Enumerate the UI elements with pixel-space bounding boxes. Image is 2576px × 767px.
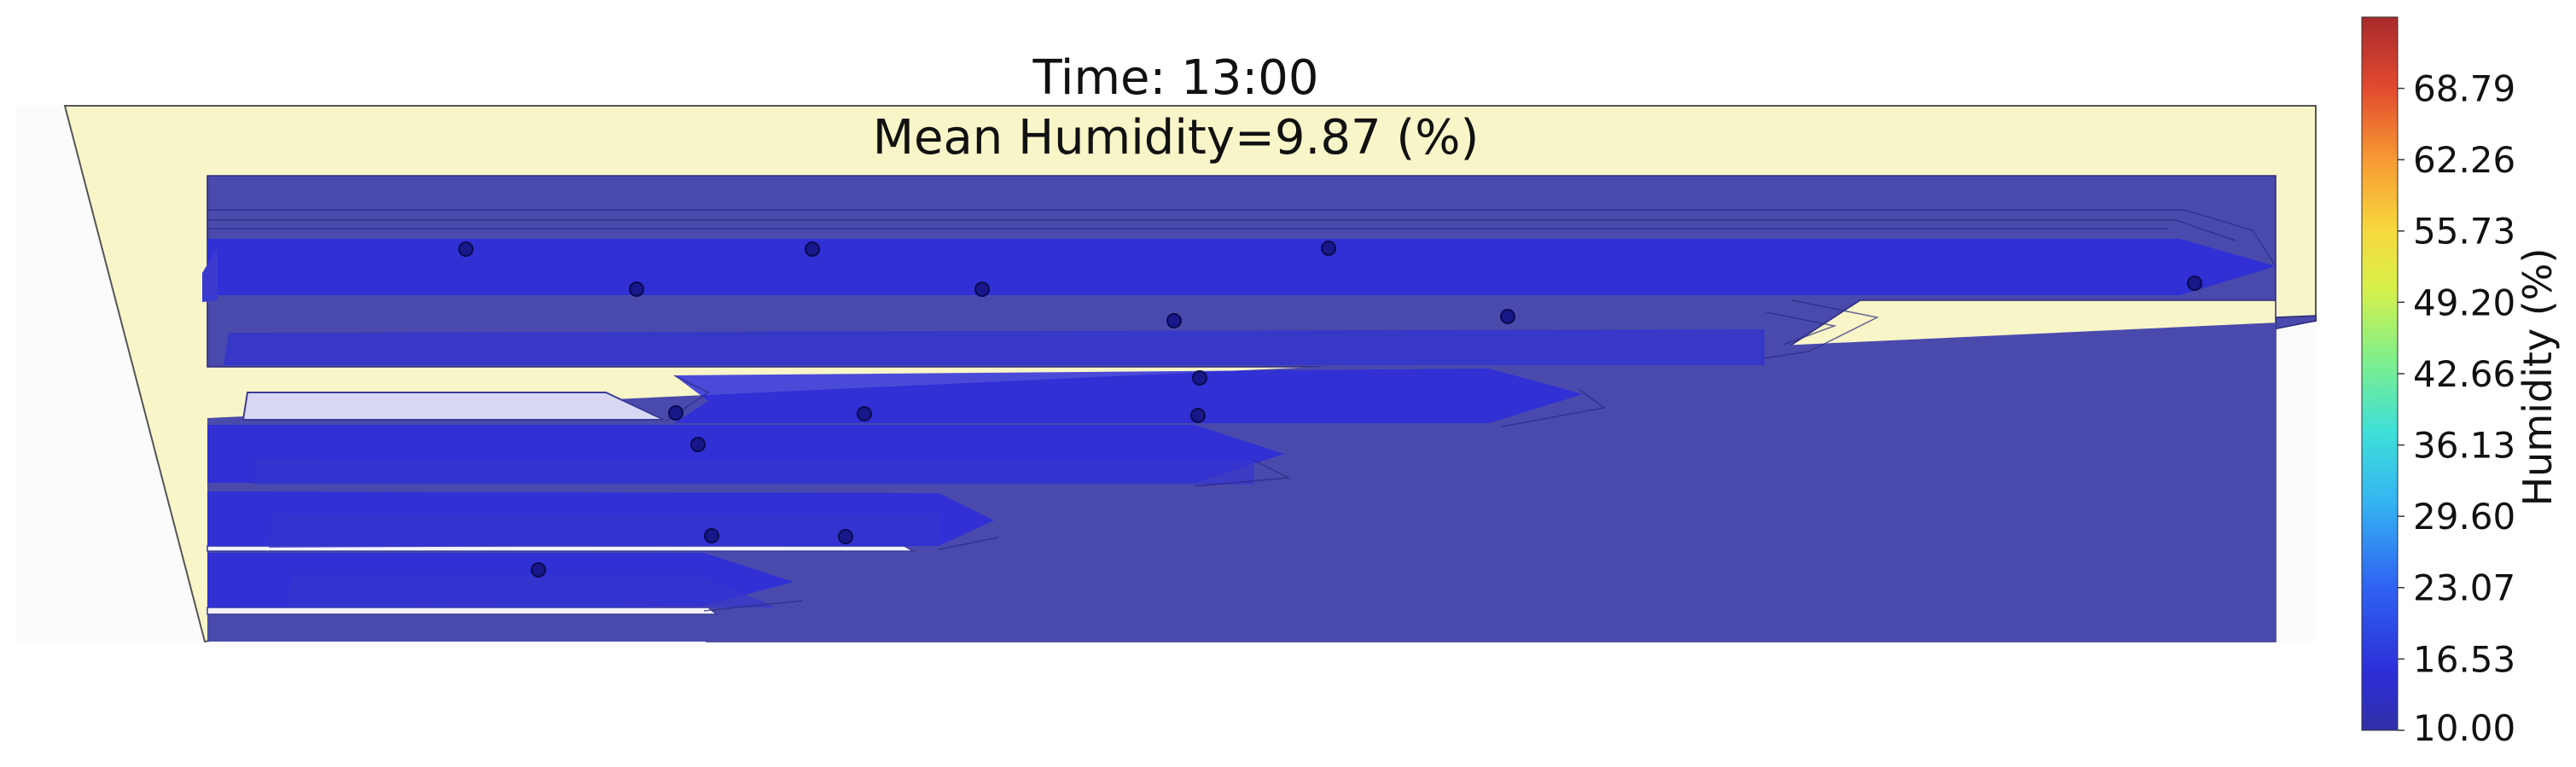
colorbar-tick-label: 36.13 xyxy=(2413,425,2515,467)
sensor-marker xyxy=(668,405,683,421)
contour-line xyxy=(207,209,2277,267)
colorbar-tick-label: 68.79 xyxy=(2413,68,2515,110)
sensor-markers xyxy=(458,241,2202,578)
colorbar-ticks: 10.00 16.53 23.07 29.60 36.13 42.66 49.20 55.73… xyxy=(2398,68,2515,749)
contour-line xyxy=(1194,460,1291,487)
contour-line xyxy=(1764,299,1880,359)
contour-line xyxy=(703,600,803,612)
colorbar-tick-label: 49.20 xyxy=(2413,282,2515,323)
contour-line xyxy=(938,537,999,550)
sensor-marker xyxy=(629,282,644,297)
channel-6-inner xyxy=(287,575,776,607)
sensor-marker xyxy=(531,562,546,578)
contour-lines xyxy=(207,209,2277,612)
contour-line xyxy=(1501,388,1606,427)
contour-line xyxy=(1765,311,1837,346)
colorbar-label: Humidity (%) xyxy=(2515,248,2561,507)
colorbar-tick-label: 55.73 xyxy=(2413,211,2515,253)
channel-5-inner xyxy=(269,514,939,548)
sensor-marker xyxy=(2187,276,2202,291)
sensor-marker xyxy=(1321,241,1336,256)
title-mean-humidity: Mean Humidity=9.87 (%) xyxy=(873,110,1480,166)
dry-gap-3 xyxy=(206,607,719,615)
colorbar-tick-label: 16.53 xyxy=(2413,638,2515,680)
sensor-marker xyxy=(1166,313,1182,328)
channel-1-tail xyxy=(202,247,218,302)
contour-line xyxy=(207,219,2236,241)
sensor-marker xyxy=(857,406,872,421)
sensor-marker xyxy=(974,282,990,297)
humidity-channels xyxy=(202,239,2276,607)
sensor-marker xyxy=(1500,309,1515,324)
colorbar-tick-label: 62.26 xyxy=(2413,139,2515,181)
sensor-marker xyxy=(838,529,853,544)
colorbar-tick-label: 23.07 xyxy=(2413,567,2515,609)
sensor-marker xyxy=(805,241,820,257)
sensor-marker xyxy=(690,437,706,452)
channel-3 xyxy=(674,369,1583,423)
dry-gap-1 xyxy=(241,392,665,421)
channel-4-inner xyxy=(254,459,1254,485)
colorbar-tick-label: 42.66 xyxy=(2413,353,2515,395)
sensor-marker xyxy=(704,528,719,543)
sensor-marker xyxy=(1190,408,1206,423)
title-time: Time: 13:00 xyxy=(1032,50,1318,106)
channel-1 xyxy=(207,239,2276,295)
sensor-marker xyxy=(1192,370,1207,386)
colorbar: 10.00 16.53 23.07 29.60 36.13 42.66 49.20 55.73… xyxy=(2361,16,2561,749)
colorbar-tick-label: 10.00 xyxy=(2413,707,2515,749)
colorbar-gradient xyxy=(2361,16,2399,731)
colorbar-tick-label: 29.60 xyxy=(2413,496,2515,537)
channel-2 xyxy=(224,329,1765,365)
sensor-marker xyxy=(458,241,474,257)
